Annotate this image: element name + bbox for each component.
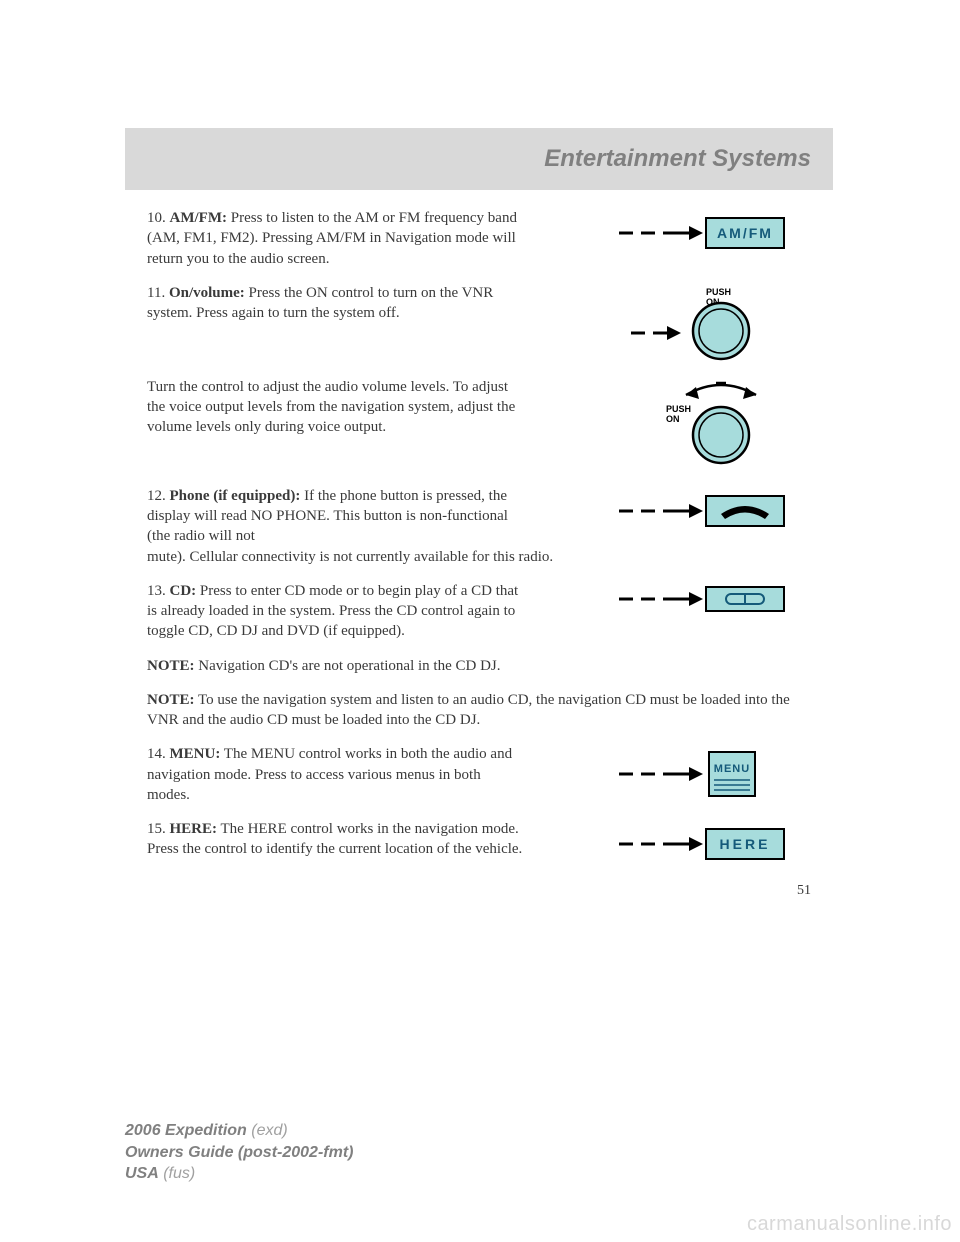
- entry-text-continued: mute). Cellular connectivity is not curr…: [147, 547, 811, 567]
- amfm-button-label: AM/FM: [717, 225, 773, 241]
- entry-menu: 14. MENU: The MENU control works in both…: [147, 744, 811, 805]
- amfm-button-icon: AM/FM: [611, 208, 791, 258]
- watermark: carmanualsonline.info: [747, 1213, 952, 1236]
- note-body: To use the navigation system and listen …: [147, 692, 790, 728]
- item-number: 13.: [147, 583, 166, 599]
- footer-region: USA: [125, 1165, 159, 1182]
- entry-here: 15. HERE: The HERE control works in the …: [147, 819, 811, 869]
- item-body: Turn the control to adjust the audio vol…: [147, 379, 515, 436]
- footer-region-code: (fus): [159, 1165, 195, 1182]
- menu-icon: MENU: [591, 744, 811, 804]
- turn-knob-icon: PUSH ON: [591, 377, 811, 472]
- item-label: AM/FM:: [170, 210, 227, 226]
- svg-text:MENU: MENU: [714, 763, 750, 775]
- entry-text: 14. MENU: The MENU control works in both…: [147, 744, 527, 805]
- svg-text:PUSH: PUSH: [666, 404, 691, 414]
- phone-icon: [591, 486, 811, 536]
- item-number: 15.: [147, 821, 166, 837]
- cd-icon: [591, 581, 811, 621]
- footer-code: (exd): [247, 1122, 288, 1139]
- section-header: Entertainment Systems: [125, 128, 833, 190]
- section-title: Entertainment Systems: [544, 145, 811, 173]
- entry-turn-volume: Turn the control to adjust the audio vol…: [147, 377, 811, 472]
- cd-button-icon: [611, 581, 791, 621]
- menu-button-icon: MENU: [611, 744, 791, 804]
- rotate-knob-icon: PUSH ON: [611, 377, 791, 472]
- push-knob-icon: PUSH ON: [611, 283, 791, 363]
- onvolume-icon: PUSH ON: [591, 283, 811, 363]
- item-number: 11.: [147, 285, 165, 301]
- item-label: CD:: [170, 583, 197, 599]
- footer-guide: Owners Guide (post-2002-fmt): [125, 1144, 353, 1161]
- content-area: 10. AM/FM: Press to listen to the AM or …: [125, 190, 833, 869]
- entry-text: Turn the control to adjust the audio vol…: [147, 377, 527, 438]
- entry-cd: 13. CD: Press to enter CD mode or to beg…: [147, 581, 811, 642]
- footer: 2006 Expedition (exd) Owners Guide (post…: [125, 1120, 353, 1185]
- item-number: 12.: [147, 488, 166, 504]
- entry-text: 12. Phone (if equipped): If the phone bu…: [147, 486, 527, 547]
- item-label: HERE:: [170, 821, 218, 837]
- svg-text:PUSH: PUSH: [706, 287, 731, 297]
- amfm-icon: AM/FM: [591, 208, 811, 258]
- page-number: 51: [125, 883, 833, 899]
- note-label: NOTE:: [147, 658, 195, 674]
- here-icon: HERE: [591, 819, 811, 869]
- entry-amfm: 10. AM/FM: Press to listen to the AM or …: [147, 208, 811, 269]
- item-number: 14.: [147, 746, 166, 762]
- item-label: MENU:: [170, 746, 221, 762]
- note-body: Navigation CD's are not operational in t…: [195, 658, 501, 674]
- entry-text: 13. CD: Press to enter CD mode or to beg…: [147, 581, 527, 642]
- here-button-icon: HERE: [611, 819, 791, 869]
- item-body: Press to enter CD mode or to begin play …: [147, 583, 518, 640]
- footer-line-1: 2006 Expedition (exd): [125, 1120, 353, 1142]
- entry-phone: 12. Phone (if equipped): If the phone bu…: [147, 486, 811, 567]
- note-1: NOTE: Navigation CD's are not operationa…: [147, 656, 811, 676]
- svg-text:HERE: HERE: [720, 836, 771, 852]
- note-label: NOTE:: [147, 692, 195, 708]
- entry-onvolume: 11. On/volume: Press the ON control to t…: [147, 283, 811, 363]
- entry-text: 10. AM/FM: Press to listen to the AM or …: [147, 208, 527, 269]
- svg-text:ON: ON: [666, 414, 680, 424]
- footer-line-2: Owners Guide (post-2002-fmt): [125, 1142, 353, 1164]
- entry-text: 15. HERE: The HERE control works in the …: [147, 819, 527, 860]
- entry-text: 11. On/volume: Press the ON control to t…: [147, 283, 527, 324]
- item-body-cont: mute). Cellular connectivity is not curr…: [147, 549, 553, 565]
- item-label: Phone (if equipped):: [170, 488, 301, 504]
- item-number: 10.: [147, 210, 166, 226]
- footer-model: 2006 Expedition: [125, 1122, 247, 1139]
- footer-line-3: USA (fus): [125, 1163, 353, 1185]
- page-container: Entertainment Systems 10. AM/FM: Press t…: [125, 128, 833, 899]
- note-2: NOTE: To use the navigation system and l…: [147, 690, 811, 731]
- item-label: On/volume:: [169, 285, 245, 301]
- phone-button-icon: [611, 486, 791, 536]
